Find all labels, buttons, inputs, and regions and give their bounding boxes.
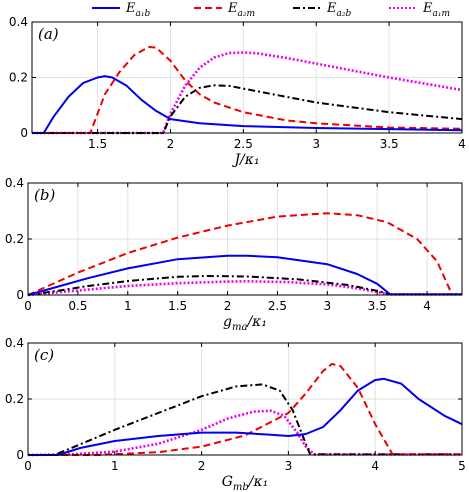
y-tick-label: 0.2 — [9, 71, 28, 85]
x-tick-label: 1.5 — [88, 137, 107, 151]
series-line-ea2m — [32, 46, 463, 134]
series-line-ea1m — [27, 279, 462, 297]
y-tick-label: 0.4 — [9, 15, 28, 29]
panel-label: (b) — [34, 186, 55, 204]
x-axis-label: J/κ₁ — [231, 152, 259, 168]
x-tick-label: 3 — [323, 299, 331, 313]
series-line-ea1b — [28, 377, 463, 456]
panel-label: (a) — [38, 25, 59, 43]
legend-entry-ea1b: Ea₁b — [92, 1, 150, 19]
y-tick-label: 0 — [16, 288, 24, 302]
panel-b: 0 0.5 1 1.5 2 2.5 3 3.5 4 0 0.2 0.4 (b) gma/κ₁ — [5, 176, 463, 333]
series-line-ea2b — [27, 275, 462, 296]
x-tick-label: 3 — [285, 459, 293, 473]
y-tick-label: 0.4 — [5, 176, 24, 190]
x-tick-label: 4 — [458, 137, 466, 151]
x-tick-label: 3.5 — [368, 299, 387, 313]
series-line-ea1m — [32, 51, 463, 135]
panel-c: 0 1 2 3 4 5 0 0.2 0.4 (c) Gmb/κ₁ — [5, 336, 466, 492]
series-line-ea1b — [32, 75, 463, 134]
series-line-ea1b — [27, 254, 462, 296]
series-line-ea1m — [27, 409, 462, 457]
x-tick-label: 2 — [167, 137, 175, 151]
legend-entry-ea2m: Ea₂m — [194, 1, 255, 19]
series-line-ea2m — [28, 363, 462, 456]
x-tick-label: 1 — [111, 459, 119, 473]
legend-label: Ea₁b — [125, 1, 150, 19]
x-tick-label: 3 — [312, 137, 320, 151]
x-tick-label: 2 — [198, 459, 206, 473]
x-axis-label: gma/κ₁ — [223, 314, 267, 333]
x-tick-label: 2.5 — [268, 299, 287, 313]
x-axis-label: Gmb/κ₁ — [222, 474, 269, 492]
panel-label: (c) — [34, 346, 54, 364]
y-tick-label: 0 — [20, 126, 28, 140]
y-tick-label: 0 — [16, 448, 24, 462]
panels: 1.5 2 2.5 3 3.5 4 0 0.2 0.4 (a) J/κ₁ 0 0.5 1 1.5 2 2.5 3 3… — [5, 15, 466, 492]
y-tick-label: 0.4 — [5, 336, 24, 350]
x-tick-label: 3.5 — [380, 137, 399, 151]
panel-a: 1.5 2 2.5 3 3.5 4 0 0.2 0.4 (a) J/κ₁ — [9, 15, 466, 168]
y-tick-label: 0.2 — [5, 392, 24, 406]
series-line-ea2m — [27, 212, 462, 296]
x-tick-label: 1.5 — [168, 299, 187, 313]
legend-label: Ea₂b — [326, 1, 351, 19]
series-line-ea2b — [28, 383, 462, 456]
x-tick-label: 4 — [371, 459, 379, 473]
x-tick-label: 1 — [124, 299, 132, 313]
legend: Ea₁b Ea₂m Ea₂b Ea₁m — [92, 1, 450, 19]
x-tick-label: 2.5 — [234, 137, 253, 151]
x-tick-label: 0 — [24, 459, 32, 473]
x-tick-label: 4 — [423, 299, 431, 313]
x-tick-label: 5 — [458, 459, 466, 473]
x-tick-label: 0 — [24, 299, 32, 313]
legend-entry-ea2b: Ea₂b — [293, 1, 351, 19]
x-tick-label: 0.5 — [68, 299, 87, 313]
legend-label: Ea₁m — [422, 1, 450, 19]
x-tick-label: 2 — [224, 299, 232, 313]
legend-entry-ea1m: Ea₁m — [389, 1, 450, 19]
y-tick-label: 0.2 — [5, 232, 24, 246]
legend-label: Ea₂m — [227, 1, 255, 19]
